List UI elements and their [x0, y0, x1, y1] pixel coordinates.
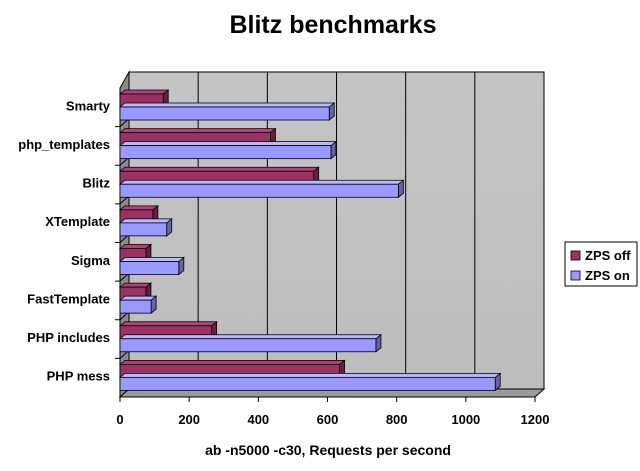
- category-label: XTemplate: [45, 214, 110, 229]
- bar-zps-on: [118, 179, 405, 199]
- bar-top: [118, 218, 173, 224]
- bar-front: [119, 145, 332, 160]
- bar-zps-on: [118, 140, 338, 160]
- legend-label: ZPS on: [585, 268, 630, 283]
- bar-front: [119, 222, 168, 237]
- x-tick-label: 800: [386, 412, 408, 427]
- bar-top: [118, 295, 158, 301]
- bar-zps-on: [118, 256, 185, 276]
- bar-zps-on: [118, 372, 502, 392]
- bar-top: [118, 257, 185, 262]
- bar-top: [118, 205, 159, 211]
- bar-top: [118, 102, 336, 108]
- bar-top: [118, 141, 338, 147]
- x-axis-label: ab -n5000 -c30, Requests per second: [205, 442, 451, 458]
- bar-zps-on: [118, 333, 383, 353]
- bar-top: [118, 334, 383, 340]
- category-label: PHP includes: [27, 330, 110, 345]
- chart-title: Blitz benchmarks: [229, 11, 436, 39]
- x-tick-label: 1200: [521, 412, 550, 427]
- bar-front: [119, 106, 330, 121]
- bar-top: [118, 89, 170, 95]
- bar-front: [119, 376, 496, 391]
- x-tick-label: 400: [247, 412, 269, 427]
- bar-front: [119, 261, 180, 275]
- x-tick-label: 600: [317, 412, 339, 427]
- bar-top: [118, 372, 502, 378]
- bar-zps-on: [118, 102, 336, 121]
- bar-zps-on: [118, 218, 173, 237]
- legend-label: ZPS off: [585, 248, 631, 263]
- bar-zps-on: [118, 295, 158, 314]
- bar-front: [119, 338, 377, 353]
- legend-swatch: [570, 270, 581, 281]
- x-tick-label: 0: [116, 412, 123, 427]
- bar-top: [118, 359, 346, 365]
- category-label: Sigma: [71, 253, 111, 268]
- bar-front: [119, 183, 399, 198]
- x-tick-label: 1000: [451, 412, 480, 427]
- bar-top: [118, 179, 405, 185]
- category-label: PHP mess: [47, 369, 110, 384]
- category-label: Smarty: [66, 98, 111, 113]
- legend: ZPS off ZPS on: [564, 241, 638, 287]
- x-tick-label: 200: [178, 412, 200, 427]
- legend-swatch: [570, 250, 581, 261]
- bar-front: [119, 299, 152, 314]
- bar-top: [118, 128, 277, 134]
- category-label: php_templates: [18, 137, 110, 152]
- bar-top: [118, 166, 320, 172]
- category-label: Blitz: [83, 176, 111, 191]
- bar-top: [118, 321, 218, 327]
- category-label: FastTemplate: [27, 291, 110, 306]
